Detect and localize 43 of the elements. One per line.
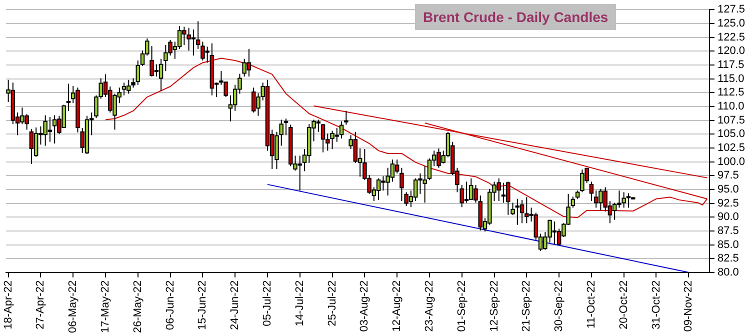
y-tick-label: 125.0 xyxy=(717,17,746,30)
y-tick-label: 92.5 xyxy=(717,197,739,210)
y-tick-label: 85.0 xyxy=(717,238,739,251)
y-tick-label: 87.5 xyxy=(717,224,739,237)
x-tick-label: 15-Jun-22 xyxy=(196,280,209,330)
y-tick-label: 115.0 xyxy=(717,72,744,85)
chart-title: Brent Crude - Daily Candles xyxy=(415,4,616,30)
x-tick-label: 23-Aug-22 xyxy=(424,280,436,332)
x-tick-label: 12-Aug-22 xyxy=(391,280,404,332)
y-tick-label: 105.0 xyxy=(717,128,746,140)
x-tick-label: 25-Jul-22 xyxy=(326,280,338,326)
y-tick-label: 107.5 xyxy=(717,114,746,126)
x-tick-label: 12-Sep-22 xyxy=(488,280,500,332)
x-tick-label: 09-Nov-22 xyxy=(682,280,695,332)
x-tick-label: 06-Jun-22 xyxy=(164,280,176,330)
y-tick-label: 120.0 xyxy=(717,45,746,58)
x-tick-label: 01-Sep-22 xyxy=(456,280,468,332)
y-tick-label: 95.0 xyxy=(717,183,739,196)
x-tick-label: 21-Sep-22 xyxy=(520,280,533,332)
x-tick-label: 05-Jul-22 xyxy=(262,280,274,326)
y-tick-label: 100.0 xyxy=(717,156,746,168)
y-tick-label: 122.5 xyxy=(717,31,746,44)
y-tick-label: 97.5 xyxy=(717,170,739,182)
x-tick-label: 24-Jun-22 xyxy=(229,280,242,330)
x-tick-label: 17-May-22 xyxy=(100,280,112,333)
x-tick-label: 06-May-22 xyxy=(67,280,80,333)
y-tick-label: 110.0 xyxy=(717,100,744,112)
y-tick-label: 82.5 xyxy=(717,252,739,265)
x-tick-label: 31-Oct-22 xyxy=(650,280,662,330)
x-tick-label: 20-Oct-22 xyxy=(618,280,630,330)
x-tick-label: 14-Jul-22 xyxy=(294,280,306,326)
y-tick-label: 127.5 xyxy=(717,4,746,16)
y-tick-label: 90.0 xyxy=(717,211,739,224)
x-tick-label: 26-May-22 xyxy=(132,280,144,333)
x-tick-label: 11-Oct-22 xyxy=(585,280,598,329)
y-tick-label: 102.5 xyxy=(717,142,746,154)
x-tick-label: 27-Apr-22 xyxy=(34,280,47,330)
y-tick-label: 117.5 xyxy=(717,58,744,71)
x-tick-label: 03-Aug-22 xyxy=(358,280,371,332)
y-tick-label: 80.0 xyxy=(717,266,739,278)
y-tick-label: 112.5 xyxy=(717,86,744,99)
x-tick-label: 30-Sep-22 xyxy=(553,280,566,332)
x-tick-label: 18-Apr-22 xyxy=(2,280,14,330)
